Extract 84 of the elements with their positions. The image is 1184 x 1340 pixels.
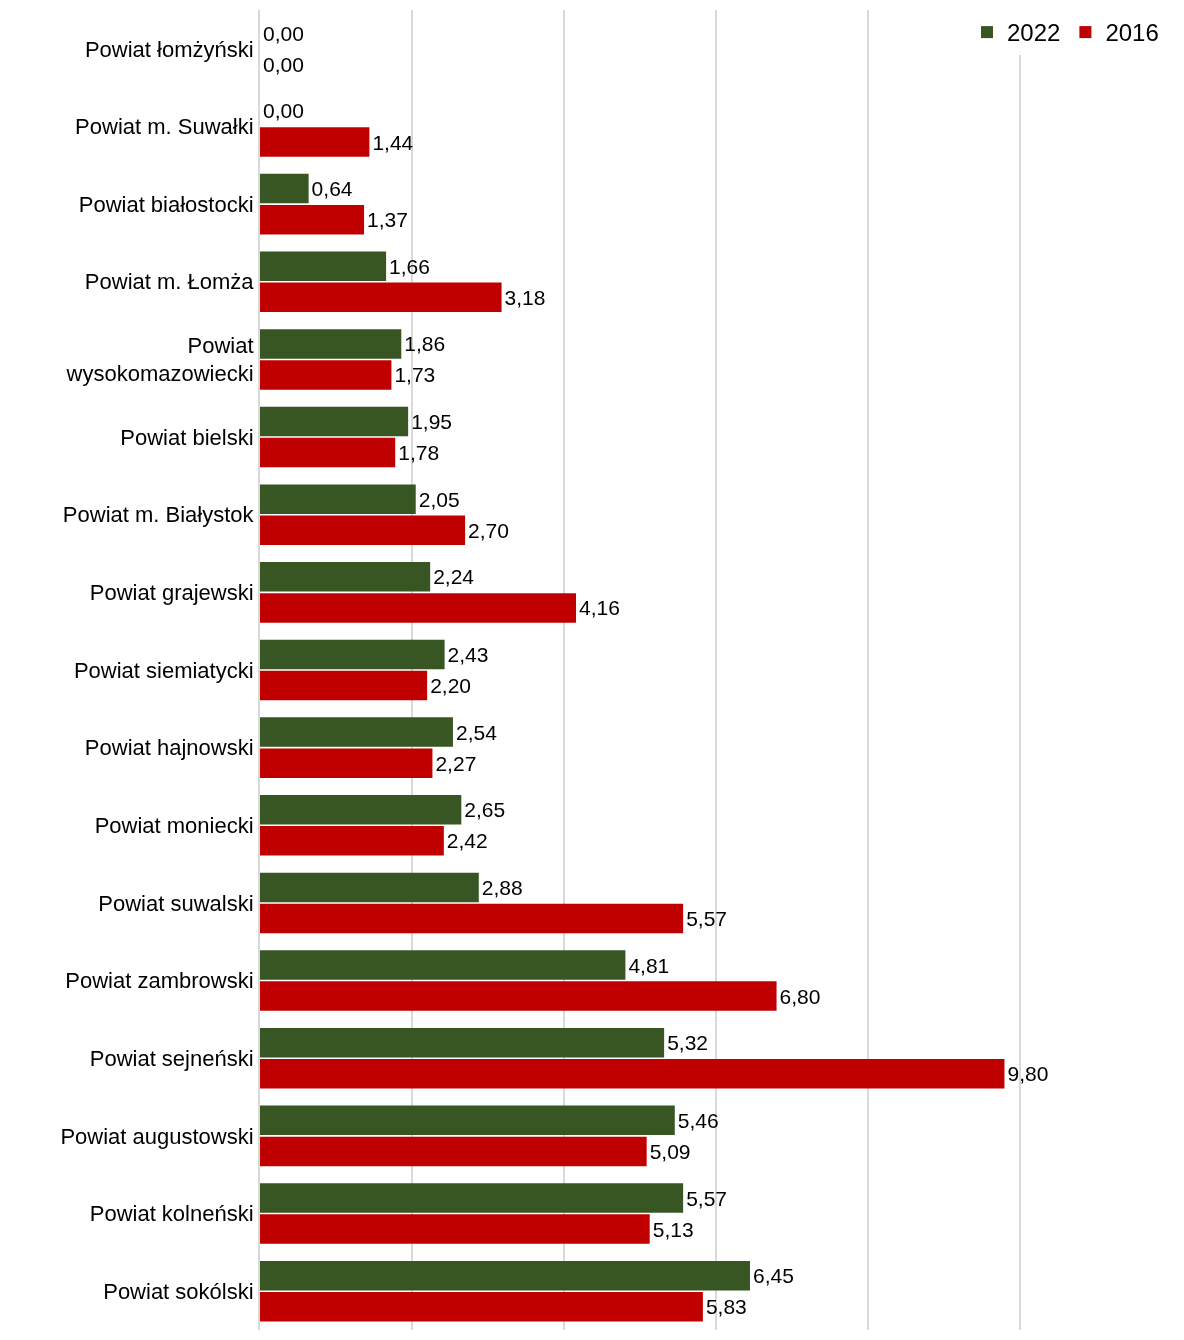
data-label: 4,16	[579, 596, 620, 620]
data-label: 4,81	[628, 953, 670, 977]
bar	[260, 282, 502, 313]
y-tick-label: Powiat sejneński	[89, 1045, 254, 1071]
data-label: 2,05	[418, 487, 460, 511]
data-label: 1,66	[389, 254, 430, 278]
bar	[260, 981, 777, 1011]
bar	[260, 593, 577, 623]
legend-label: 2022	[1007, 19, 1061, 47]
data-label: 5,13	[652, 1217, 694, 1241]
y-tick-label: Powiat wysokomazowiecki	[65, 332, 254, 387]
bar	[260, 251, 387, 281]
data-label: 0,00	[263, 21, 304, 45]
bar	[260, 670, 428, 701]
bar	[260, 1260, 750, 1291]
y-tick-label: Powiat kolneński	[89, 1201, 254, 1227]
y-tick-label: Powiat augustowski	[60, 1123, 254, 1149]
bar	[260, 1136, 647, 1167]
data-label: 2,24	[433, 565, 475, 589]
bar	[260, 826, 444, 856]
data-label: 1,86	[404, 332, 446, 356]
data-label: 2,70	[468, 518, 509, 542]
bar	[260, 639, 445, 670]
y-tick-label: Powiat m. Białystok	[62, 502, 255, 528]
data-label: 3,18	[504, 285, 546, 309]
bar	[260, 717, 453, 747]
y-tick-label: Powiat moniecki	[94, 812, 254, 838]
data-label: 1,73	[394, 363, 436, 387]
data-label: 2,20	[430, 674, 472, 698]
y-tick-label: Powiat suwalski	[98, 890, 254, 916]
bar	[260, 515, 466, 545]
legend-label: 2016	[1105, 19, 1159, 47]
y-tick-label: Powiat grajewski	[89, 580, 254, 606]
bar	[260, 329, 402, 359]
data-label: 2,27	[435, 751, 477, 775]
bar	[260, 950, 626, 980]
bar	[260, 1291, 703, 1322]
y-tick-label: Powiat m. Suwałki	[75, 114, 254, 140]
data-label: 5,09	[649, 1139, 691, 1163]
bar	[260, 795, 462, 825]
y-tick-label: Powiat m. Łomża	[84, 269, 255, 295]
data-label: 5,57	[686, 906, 728, 930]
bar	[260, 360, 392, 390]
data-label: 1,44	[372, 130, 414, 154]
bar	[260, 1214, 650, 1244]
bar	[260, 748, 433, 778]
data-label: 1,37	[367, 208, 408, 232]
y-tick-label: Powiat bielski	[120, 424, 254, 450]
y-tick-label: Powiat zambrowski	[65, 968, 254, 994]
bar	[260, 872, 479, 903]
bar	[260, 406, 409, 437]
bar	[260, 1183, 684, 1213]
data-label: 5,57	[686, 1186, 728, 1210]
data-label: 0,00	[263, 99, 304, 123]
data-label: 6,80	[779, 984, 821, 1008]
data-label: 2,88	[481, 875, 523, 899]
data-label: 0,64	[311, 177, 353, 201]
data-label: 2,42	[446, 829, 488, 853]
data-label: 2,65	[464, 798, 506, 822]
data-label: 5,32	[667, 1031, 709, 1055]
bar	[260, 1027, 665, 1058]
data-label: 1,78	[398, 441, 440, 465]
data-label: 5,46	[677, 1108, 719, 1132]
y-tick-label: Powiat łomżyński	[84, 36, 254, 62]
y-tick-label: Powiat białostocki	[78, 191, 254, 217]
bar	[260, 562, 431, 592]
data-label: 5,83	[705, 1295, 747, 1319]
bar	[260, 484, 416, 514]
bar	[260, 1059, 1005, 1089]
bar	[260, 437, 396, 468]
bar	[260, 1105, 675, 1136]
data-label: 1,95	[411, 410, 453, 434]
bar	[260, 173, 309, 204]
data-label: 2,54	[455, 720, 498, 744]
data-label: 0,00	[263, 52, 304, 76]
bar	[260, 903, 684, 934]
y-tick-label: Powiat hajnowski	[84, 735, 254, 761]
y-tick-label: Powiat siemiatycki	[73, 657, 254, 683]
bar	[260, 204, 365, 235]
data-label: 6,45	[752, 1264, 794, 1288]
y-tick-label: Powiat sokólski	[103, 1278, 254, 1304]
bar	[260, 127, 370, 157]
data-label: 2,43	[447, 642, 489, 666]
data-label: 9,80	[1007, 1062, 1049, 1086]
